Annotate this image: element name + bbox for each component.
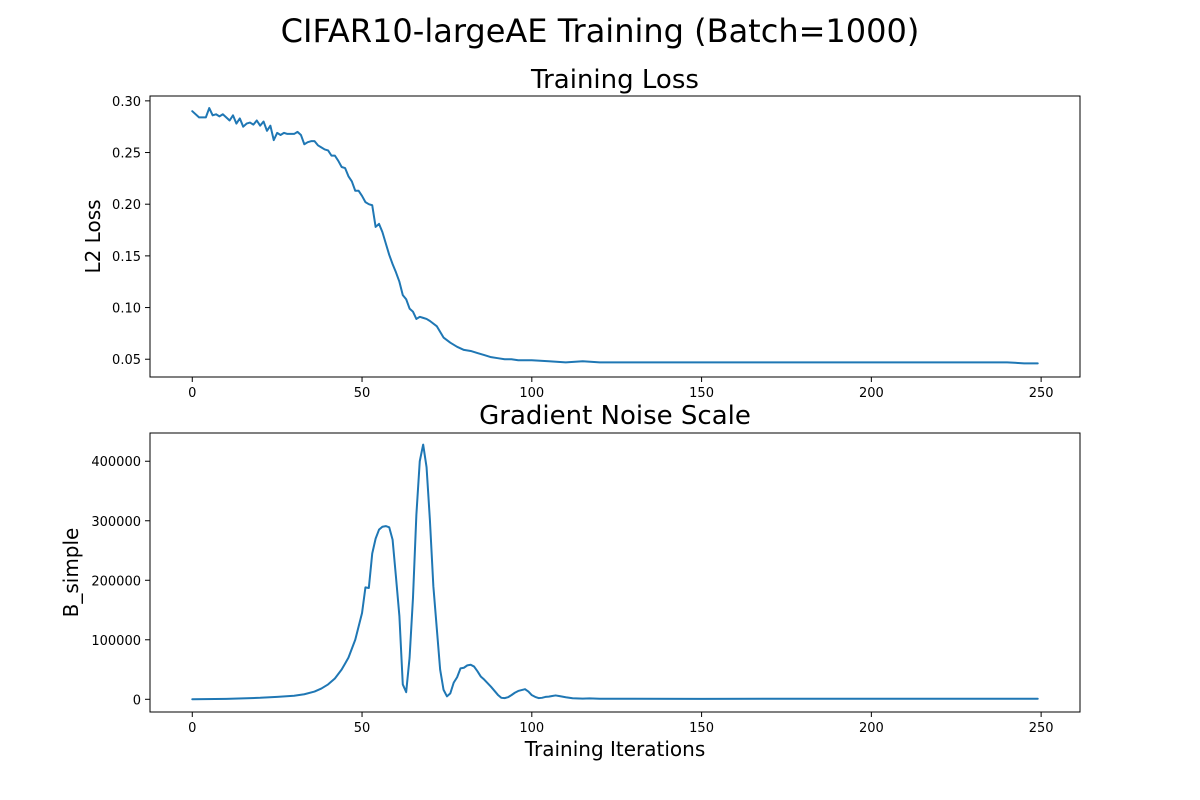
training-loss-xtick-label: 250 — [1029, 386, 1054, 401]
training-loss-title: Training Loss — [530, 65, 699, 95]
gradient-noise-scale-ytick-label: 400000 — [91, 455, 141, 470]
training-loss-xtick-label: 0 — [188, 386, 196, 401]
training-loss-ytick-label: 0.05 — [112, 353, 141, 368]
gradient-noise-scale-ytick-label: 200000 — [91, 574, 141, 589]
gradient-noise-scale-axes: Gradient Noise Scale B_simple Training I… — [59, 401, 1081, 761]
gradient-noise-scale-xtick-label: 250 — [1029, 721, 1054, 736]
gradient-noise-scale-series-line — [191, 443, 1039, 701]
training-loss-xtick-label: 200 — [859, 386, 884, 401]
training-loss-xtick-label: 50 — [354, 386, 371, 401]
gradient-noise-scale-xtick-label: 50 — [354, 721, 371, 736]
gradient-noise-scale-xtick-label: 0 — [188, 721, 196, 736]
gradient-noise-scale-title: Gradient Noise Scale — [479, 401, 751, 431]
training-loss-xtick-label: 150 — [689, 386, 714, 401]
training-loss-xtick-label: 100 — [519, 386, 544, 401]
gradient-noise-scale-xtick-label: 150 — [689, 721, 714, 736]
gradient-noise-scale-xtick-label: 200 — [859, 721, 884, 736]
training-loss-ytick-label: 0.20 — [112, 198, 141, 213]
training-loss-ytick-label: 0.15 — [112, 250, 141, 265]
training-loss-ylabel: L2 Loss — [81, 199, 105, 273]
training-loss-axes: Training Loss L2 Loss 0 50 100 150 200 250 0.0… — [81, 65, 1081, 401]
training-loss-ytick-label: 0.25 — [112, 147, 141, 162]
training-loss-series-line — [191, 107, 1039, 365]
training-loss-plot-frame — [149, 95, 1081, 378]
training-loss-ytick-label: 0.30 — [112, 95, 141, 110]
gradient-noise-scale-xtick-label: 100 — [519, 721, 544, 736]
gradient-noise-scale-ytick-label: 100000 — [91, 634, 141, 649]
gradient-noise-scale-xlabel: Training Iterations — [524, 737, 706, 761]
gradient-noise-scale-plot-frame — [149, 432, 1081, 713]
gradient-noise-scale-ytick-label: 0 — [133, 693, 141, 708]
training-loss-ytick-label: 0.10 — [112, 302, 141, 317]
figure-title: CIFAR10-largeAE Training (Batch=1000) — [281, 12, 920, 50]
gradient-noise-scale-ylabel: B_simple — [59, 528, 83, 618]
gradient-noise-scale-ytick-label: 300000 — [91, 515, 141, 530]
